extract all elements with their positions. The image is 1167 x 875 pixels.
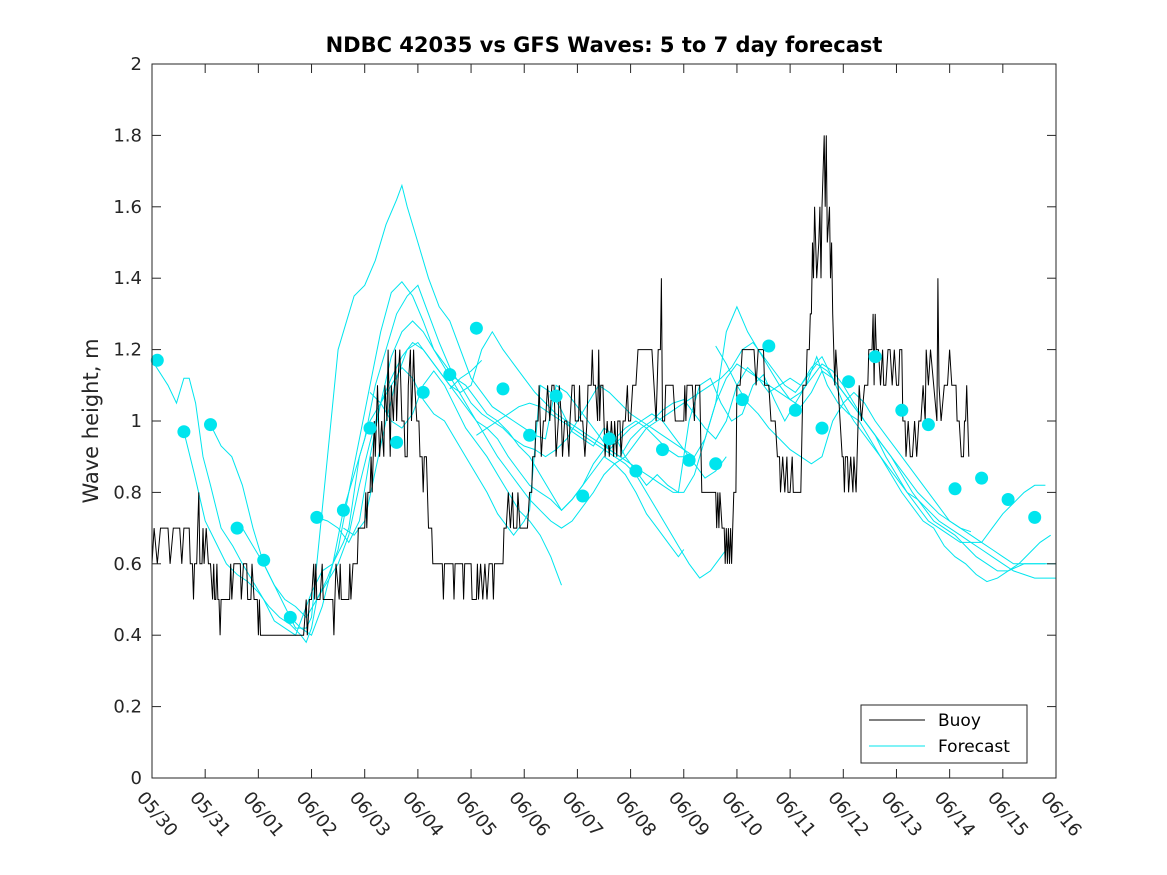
y-tick-label: 1 — [131, 411, 142, 432]
forecast-marker — [1001, 493, 1015, 506]
forecast-marker — [443, 368, 457, 382]
forecast-marker — [496, 382, 510, 396]
legend-forecast-label: Forecast — [938, 737, 1010, 757]
forecast-marker — [230, 521, 244, 535]
forecast-marker — [895, 403, 909, 417]
y-tick-label: 1.8 — [113, 125, 142, 146]
forecast-marker — [469, 321, 483, 335]
forecast-marker — [390, 435, 404, 449]
y-tick-label: 1.6 — [113, 197, 142, 218]
forecast-marker — [975, 471, 989, 485]
forecast-marker — [842, 375, 856, 389]
forecast-marker — [1028, 510, 1042, 524]
forecast-marker — [150, 353, 164, 367]
forecast-line — [608, 413, 727, 479]
y-tick-label: 0 — [131, 768, 142, 789]
forecast-marker — [204, 418, 217, 432]
y-tick-label: 0.2 — [113, 697, 142, 718]
buoy-line — [151, 135, 970, 636]
forecast-marker — [177, 425, 191, 439]
y-tick-label: 0.8 — [113, 482, 142, 503]
forecast-line — [476, 402, 727, 579]
forecast-marker — [921, 418, 935, 432]
forecast-marker — [788, 403, 802, 417]
forecast-marker — [868, 350, 882, 364]
forecast-marker — [762, 339, 776, 353]
forecast-marker — [602, 432, 616, 446]
forecast-marker — [735, 393, 749, 407]
forecast-marker — [576, 489, 590, 503]
forecast-marker — [283, 610, 297, 624]
forecast-marker — [523, 428, 537, 442]
forecast-marker — [257, 553, 271, 567]
forecast-marker — [948, 482, 962, 496]
y-tick-label: 2 — [131, 54, 142, 75]
forecast-line — [715, 345, 972, 533]
forecast-line — [151, 355, 1056, 636]
plot-markers — [150, 321, 1042, 624]
forecast-marker — [629, 464, 643, 478]
forecast-line — [449, 359, 483, 390]
forecast-marker — [709, 457, 723, 471]
y-axis: 0 0.2 0.4 0.6 0.8 1 1.2 1.4 1.6 1.8 2 — [113, 54, 1056, 789]
forecast-line — [343, 330, 1046, 565]
y-axis-label: Wave height, m — [79, 338, 103, 503]
plot-lines — [151, 135, 1056, 644]
forecast-marker — [416, 385, 430, 399]
forecast-marker — [336, 503, 350, 517]
legend: Buoy Forecast — [860, 704, 1028, 764]
forecast-marker — [363, 421, 377, 435]
forecast-line — [289, 284, 1046, 636]
forecast-marker — [682, 453, 696, 467]
forecast-line — [369, 370, 562, 586]
chart-title: NDBC 42035 vs GFS Waves: 5 to 7 day fore… — [326, 33, 883, 57]
legend-box — [860, 704, 1028, 764]
forecast-marker — [310, 510, 324, 524]
forecast-marker — [656, 443, 669, 457]
y-tick-label: 1.2 — [113, 340, 142, 361]
forecast-marker — [549, 389, 563, 403]
forecast-marker — [815, 421, 829, 435]
y-tick-label: 1.4 — [113, 268, 142, 289]
y-tick-label: 0.4 — [113, 625, 142, 646]
legend-buoy-label: Buoy — [938, 711, 981, 731]
y-tick-label: 0.6 — [113, 554, 142, 575]
forecast-line — [316, 320, 1051, 572]
